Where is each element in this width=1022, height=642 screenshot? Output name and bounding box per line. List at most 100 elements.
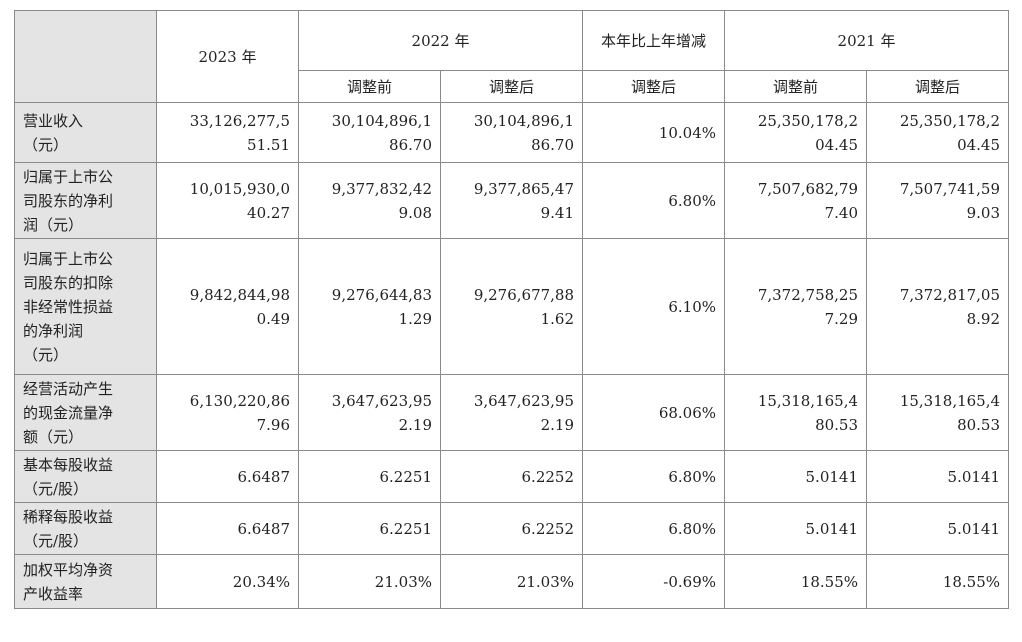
table-row: 归属于上市公 司股东的净利 润（元） 10,015,930,0 40.27 9,377,8… [14,162,1010,239]
cell-yoy: 10.04% [582,102,726,163]
cell-value-line: 6.2252 [521,467,575,486]
cell-value-line: 9,377,832,42 [331,179,432,198]
cell-v2022-after: 9,276,677,88 1.62 [439,238,584,375]
cell-value-line: 2.19 [398,415,432,434]
header-2022-after: 调整后 [439,70,584,103]
cell-value-line: -0.69% [663,572,717,591]
cell-value-line: 6,130,220,86 [189,391,290,410]
cell-v2021-after: 7,372,817,05 8.92 [866,238,1010,375]
cell-v2022-after: 6.2252 [439,450,584,503]
cell-value-line: 0.49 [256,309,290,328]
cell-value-line: 25,350,178,2 [899,111,1001,130]
cell-value-line: 18.55% [800,572,859,591]
table-row: 经营活动产生 的现金流量净 额（元） 6,130,220,86 7.96 3,647,62… [14,374,1010,451]
cell-value-line: 6.80% [668,467,717,486]
cell-value-line: 9,842,844,98 [189,285,290,304]
cell-value-line: 6.6487 [237,467,291,486]
cell-value-line: 1.62 [540,309,575,328]
cell-value-line: 9,276,644,83 [331,285,432,304]
table-row: 基本每股收益 （元/股） 6.6487 6.2251 6.2252 6.80% 5.0141… [14,450,1010,503]
cell-v2022-before: 6.2251 [298,450,441,503]
cell-value-line: 6.10% [668,297,717,316]
header-2021: 2021 年 [724,10,1010,71]
row-label-line: 非经常性损益 [23,297,114,316]
header-yoy-after: 调整后 [582,70,726,103]
cell-value-line: 6.80% [668,191,717,210]
cell-v2021-after: 5.0141 [866,450,1010,503]
cell-v2023: 6.6487 [156,450,299,503]
cell-v2023: 10,015,930,0 40.27 [156,162,299,239]
cell-v2021-before: 15,318,165,4 80.53 [724,374,868,451]
cell-v2022-before: 6.2251 [298,502,441,555]
cell-value-line: 5.0141 [947,467,1001,486]
row-label: 基本每股收益 （元/股） [14,450,157,503]
row-label: 归属于上市公 司股东的净利 润（元） [14,162,157,239]
cell-value-line: 18.55% [942,572,1001,591]
header-yoy: 本年比上年增减 [582,10,726,71]
cell-value-line: 9,377,865,47 [473,179,575,198]
cell-value-line: 6.2251 [379,519,433,538]
cell-value-line: 80.53 [957,415,1001,434]
header-2023: 2023 年 [156,10,299,103]
cell-v2023: 33,126,277,5 51.51 [156,102,299,163]
header-blank [14,10,157,103]
cell-v2022-before: 9,276,644,83 1.29 [298,238,441,375]
cell-yoy: -0.69% [582,554,726,609]
cell-v2022-before: 9,377,832,42 9.08 [298,162,441,239]
row-label-line: 归属于上市公 [23,249,114,268]
cell-value-line: 3,647,623,95 [331,391,432,410]
row-label-line: 营业收入 [23,111,84,130]
cell-value-line: 10,015,930,0 [189,179,290,198]
cell-value-line: 40.27 [247,203,290,222]
cell-v2021-after: 18.55% [866,554,1010,609]
header-2021-after: 调整后 [866,70,1010,103]
cell-v2022-after: 9,377,865,47 9.41 [439,162,584,239]
cell-v2021-after: 15,318,165,4 80.53 [866,374,1010,451]
cell-value-line: 7,372,817,05 [899,285,1001,304]
row-label-line: 加权平均净资 [23,560,114,579]
row-label-line: （元/股） [23,531,89,550]
header-2022: 2022 年 [297,10,584,71]
table-row: 加权平均净资 产收益率 20.34% 21.03% 21.03% -0.69% 18.55%… [14,554,1010,609]
cell-v2021-before: 5.0141 [724,502,868,555]
cell-v2023: 20.34% [156,554,299,609]
cell-v2023: 6.6487 [156,502,299,555]
cell-v2023: 9,842,844,98 0.49 [156,238,299,375]
cell-value-line: 9,276,677,88 [473,285,575,304]
cell-value-line: 51.51 [247,135,290,154]
cell-v2021-before: 5.0141 [724,450,868,503]
row-label-line: 司股东的扣除 [23,273,114,292]
cell-v2022-before: 21.03% [298,554,441,609]
table-row: 归属于上市公 司股东的扣除 非经常性损益 的净利润 （元） 9,842,844,98 0.4… [14,238,1010,375]
row-label-line: （元） [23,135,69,154]
cell-value-line: 20.34% [232,572,290,591]
cell-value-line: 6.80% [668,519,717,538]
row-label-line: 稀释每股收益 [23,507,114,526]
cell-value-line: 15,318,165,4 [757,391,859,410]
cell-value-line: 86.70 [531,135,575,154]
row-label: 稀释每股收益 （元/股） [14,502,157,555]
cell-value-line: 30,104,896,1 [473,111,575,130]
cell-value-line: 86.70 [389,135,432,154]
row-label-line: （元） [23,345,69,364]
cell-value-line: 8.92 [966,309,1001,328]
cell-yoy: 6.80% [582,162,726,239]
cell-yoy: 6.80% [582,450,726,503]
row-label-line: 产收益率 [23,584,84,603]
header-2022-before: 调整前 [298,70,441,103]
row-label-line: 司股东的净利 [23,191,114,210]
cell-value-line: 6.6487 [237,519,291,538]
cell-value-line: 1.29 [398,309,432,328]
row-label: 营业收入 （元） [14,102,157,163]
row-label-line: 的现金流量净 [23,403,114,422]
cell-v2022-after: 3,647,623,95 2.19 [439,374,584,451]
cell-v2021-after: 5.0141 [866,502,1010,555]
cell-value-line: 15,318,165,4 [899,391,1001,410]
cell-value-line: 9.08 [398,203,432,222]
financial-summary-table: 2023 年 2022 年 本年比上年增减 2021 年 调整前 调整后 调整后… [14,10,1010,609]
cell-value-line: 21.03% [516,572,575,591]
cell-v2022-after: 6.2252 [439,502,584,555]
cell-v2021-after: 7,507,741,59 9.03 [866,162,1010,239]
cell-value-line: 68.06% [658,403,717,422]
row-label: 归属于上市公 司股东的扣除 非经常性损益 的净利润 （元） [14,238,157,375]
